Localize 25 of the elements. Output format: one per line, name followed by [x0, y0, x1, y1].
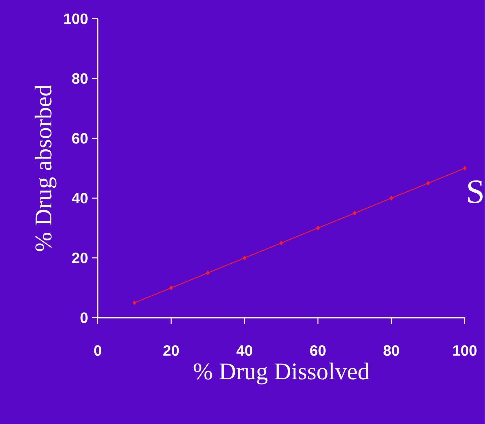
text: S	[468, 180, 483, 204]
point	[206, 270, 210, 276]
point	[280, 241, 284, 246]
point	[132, 300, 136, 306]
point	[353, 211, 357, 216]
x-axis-title: % Drug Dissolved	[194, 362, 370, 385]
x-tick-label: 0	[94, 346, 102, 356]
x-tick-label: 60	[310, 346, 326, 356]
y-axis-title: % Drug absorbed	[34, 85, 57, 252]
y-tick-label: 60	[72, 133, 88, 144]
x-tick-label: 40	[236, 346, 252, 356]
point	[390, 196, 394, 201]
y-tick-label: 80	[72, 74, 88, 84]
y-tick-label: 0	[80, 312, 88, 324]
point	[463, 166, 467, 171]
y-tick-label: 20	[72, 252, 88, 264]
point	[316, 226, 320, 230]
point	[426, 181, 430, 186]
x-tick-label: 100	[453, 346, 477, 356]
x-tick-label: 20	[164, 346, 180, 356]
point	[243, 256, 247, 260]
y-tick-label: 40	[72, 193, 88, 204]
y-tick-label: 100	[64, 14, 88, 24]
x-tick-label: 80	[384, 346, 400, 356]
point	[170, 286, 174, 290]
